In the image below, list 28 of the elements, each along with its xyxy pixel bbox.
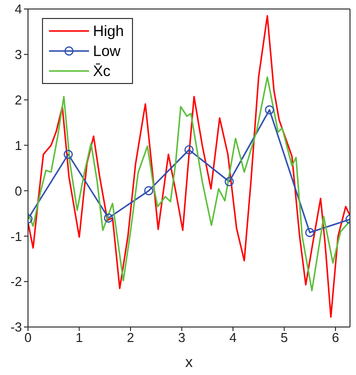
y-tick-label: -3 — [10, 320, 22, 335]
x-tick-label: 1 — [76, 330, 83, 346]
point — [144, 186, 154, 196]
y-tick-label: -2 — [10, 274, 22, 290]
point — [224, 177, 234, 186]
line-series — [28, 76, 350, 292]
point — [184, 145, 194, 154]
x-tick-label: 6 — [332, 330, 340, 346]
y-tick-label: 1 — [14, 138, 22, 153]
y-tick-label: 0 — [14, 183, 22, 198]
y-tick-label: -1 — [10, 228, 22, 244]
y-tick-label: 2 — [14, 92, 22, 108]
point — [104, 213, 114, 223]
x-axis-title: x — [185, 354, 194, 371]
x-tick-label: 3 — [178, 330, 186, 346]
line-series — [28, 15, 350, 318]
point — [305, 228, 314, 238]
point — [264, 105, 274, 114]
y-tick-label: 4 — [14, 2, 22, 17]
x-tick-label: 0 — [24, 330, 32, 346]
legend-label: Low — [93, 42, 121, 60]
y-tick-label: 3 — [14, 47, 22, 62]
legend-label: X̄c — [93, 62, 111, 80]
point — [64, 150, 73, 159]
legend-label: High — [93, 22, 124, 40]
x-tick-label: 4 — [229, 330, 237, 346]
x-tick-label: 5 — [280, 330, 288, 346]
x-tick-label: 2 — [126, 330, 134, 346]
